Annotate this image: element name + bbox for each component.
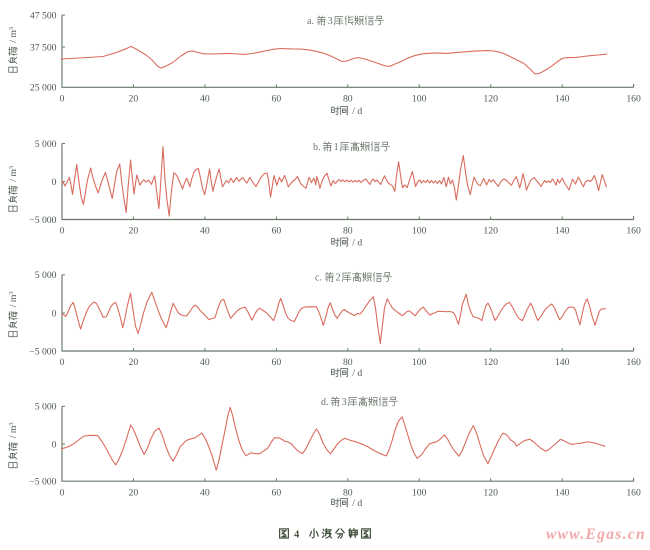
svg-text:160: 160: [626, 226, 641, 237]
svg-text:/ d: / d: [350, 237, 362, 248]
svg-text:1: 1: [334, 142, 339, 153]
svg-text:40: 40: [200, 357, 210, 368]
svg-text:0: 0: [60, 226, 65, 237]
svg-text:3: 3: [328, 16, 333, 27]
svg-text:/ d: / d: [350, 106, 362, 117]
svg-text:−5 000: −5 000: [29, 477, 56, 488]
svg-text:20: 20: [129, 94, 139, 105]
svg-text:40: 40: [200, 487, 210, 498]
svg-text:0: 0: [60, 357, 65, 368]
svg-text:120: 120: [483, 357, 498, 368]
svg-text:140: 140: [555, 487, 570, 498]
svg-text:80: 80: [343, 226, 353, 237]
svg-text:−5 000: −5 000: [29, 346, 56, 357]
svg-text:120: 120: [483, 94, 498, 105]
svg-text:100: 100: [412, 487, 427, 498]
svg-text:160: 160: [626, 357, 641, 368]
svg-text:140: 140: [555, 94, 570, 105]
svg-text:60: 60: [272, 94, 282, 105]
svg-text:/ m3: / m3: [8, 422, 19, 440]
svg-text:60: 60: [272, 226, 282, 237]
svg-text:40: 40: [200, 94, 210, 105]
svg-text:0: 0: [52, 308, 57, 319]
svg-text:0: 0: [60, 94, 65, 105]
svg-text:/ d: / d: [350, 368, 362, 379]
svg-text:20: 20: [129, 226, 139, 237]
svg-text:/ m3: / m3: [8, 166, 19, 184]
svg-text:/ d: / d: [350, 498, 362, 509]
svg-text:80: 80: [343, 487, 353, 498]
svg-text:160: 160: [626, 487, 641, 498]
svg-text:100: 100: [412, 357, 427, 368]
svg-text:60: 60: [272, 487, 282, 498]
svg-text:5 000: 5 000: [35, 139, 57, 150]
svg-text:100: 100: [412, 94, 427, 105]
svg-text:4: 4: [294, 530, 300, 541]
svg-text:−5 000: −5 000: [29, 215, 56, 226]
svg-text:5 000: 5 000: [35, 270, 57, 281]
svg-text:a.: a.: [307, 16, 314, 27]
svg-text:2: 2: [336, 273, 341, 284]
svg-text:120: 120: [483, 226, 498, 237]
svg-text:40: 40: [200, 226, 210, 237]
svg-text:0: 0: [52, 177, 57, 188]
svg-text:60: 60: [272, 357, 282, 368]
svg-text:47 500: 47 500: [30, 10, 57, 21]
svg-text:20: 20: [129, 487, 139, 498]
svg-text:20: 20: [129, 357, 139, 368]
svg-text:/ m3: / m3: [8, 27, 19, 45]
svg-text:100: 100: [412, 226, 427, 237]
svg-text:140: 140: [555, 226, 570, 237]
svg-text:c.: c.: [315, 273, 322, 284]
svg-text:80: 80: [343, 94, 353, 105]
svg-text:25 000: 25 000: [30, 83, 57, 94]
svg-text:5 000: 5 000: [35, 402, 57, 413]
svg-text:/ m3: / m3: [8, 291, 19, 309]
svg-text:www.Egas.cn: www.Egas.cn: [546, 526, 646, 543]
svg-text:140: 140: [555, 357, 570, 368]
svg-text:37 500: 37 500: [30, 42, 57, 53]
svg-text:3: 3: [342, 397, 347, 408]
svg-text:120: 120: [483, 487, 498, 498]
svg-text:b.: b.: [313, 142, 321, 153]
svg-text:160: 160: [626, 94, 641, 105]
svg-text:d.: d.: [321, 397, 329, 408]
svg-text:80: 80: [343, 357, 353, 368]
svg-text:0: 0: [60, 487, 65, 498]
svg-text:0: 0: [52, 439, 57, 450]
